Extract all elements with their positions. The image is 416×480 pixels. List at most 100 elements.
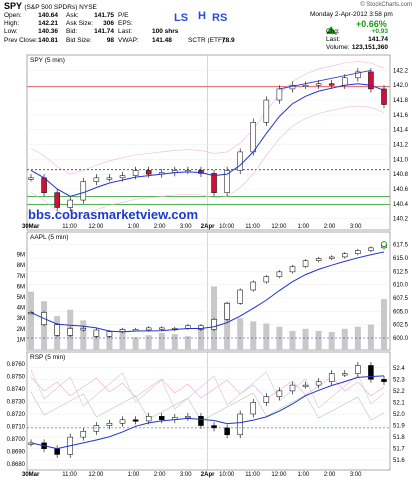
right-stat-label: Chg: bbox=[326, 28, 340, 35]
y-tick-label-right: 612.5 bbox=[393, 269, 409, 275]
x-tick-label: 11:00 bbox=[245, 472, 260, 478]
change-pct: +0.66% bbox=[356, 19, 387, 29]
right-stat-label: Volume: bbox=[326, 44, 350, 52]
candle bbox=[328, 83, 335, 86]
candle bbox=[328, 373, 335, 382]
stat-label: Open: bbox=[4, 12, 22, 19]
volume-bar bbox=[276, 326, 283, 350]
annotation-ls: LS bbox=[174, 12, 189, 24]
candle bbox=[158, 327, 165, 330]
y-tick-label-right: 600.0 bbox=[393, 336, 409, 342]
trendline bbox=[279, 70, 372, 90]
candle bbox=[342, 373, 348, 376]
candle bbox=[132, 419, 139, 422]
y-tick-label-left: 9M bbox=[17, 253, 25, 259]
x-tick-label: 2:00 bbox=[154, 224, 166, 230]
volume-bar bbox=[250, 321, 257, 350]
sctr-value: 78.9 bbox=[222, 36, 235, 44]
watermark: © StockCharts.com bbox=[360, 2, 412, 8]
candle bbox=[276, 271, 283, 277]
stat-value: 140.81 bbox=[38, 36, 58, 44]
x-tick-label: 11:00 bbox=[62, 472, 77, 478]
x-tick-label: 2:00 bbox=[324, 472, 336, 478]
sctr-label: SCTR (ETF): bbox=[188, 36, 226, 44]
candle bbox=[237, 413, 243, 436]
x-tick-label: 1:00 bbox=[298, 472, 310, 478]
candle bbox=[250, 402, 257, 415]
y-tick-label-right: 602.5 bbox=[393, 323, 409, 329]
stat-label: Ask: bbox=[66, 12, 79, 19]
volume-bar bbox=[328, 331, 335, 350]
annotation-rs: RS bbox=[212, 12, 228, 24]
panel-title: SPY (5 min) bbox=[30, 57, 65, 64]
y-tick-label: 140.8 bbox=[393, 172, 409, 178]
candle bbox=[80, 181, 87, 201]
stat-value: 141.75 bbox=[94, 12, 114, 19]
candle bbox=[237, 151, 243, 171]
candle bbox=[315, 381, 322, 386]
x-tick-label: 1:00 bbox=[298, 224, 310, 230]
candle bbox=[198, 416, 204, 426]
url-watermark: bbs.cobrasmarketview.com bbox=[28, 207, 199, 222]
x-tick-label: 12:00 bbox=[271, 224, 287, 230]
y-tick-label-right: 605.0 bbox=[393, 309, 409, 315]
volume-bar bbox=[184, 336, 191, 350]
x-tick-label: 10:00 bbox=[219, 224, 235, 230]
volume-bar bbox=[119, 328, 126, 350]
volume-bar bbox=[132, 337, 139, 350]
y-tick-label-left: 0.8760 bbox=[7, 362, 26, 368]
candle bbox=[93, 177, 100, 182]
volume-bar bbox=[302, 328, 309, 350]
candle bbox=[80, 328, 87, 331]
stat-label: P/E bbox=[118, 12, 129, 19]
y-tick-label: 142.2 bbox=[393, 68, 409, 74]
y-tick-label: 140.6 bbox=[393, 187, 409, 193]
y-tick-label-left: 8M bbox=[17, 263, 25, 269]
candle bbox=[145, 416, 152, 422]
volume-bar bbox=[171, 334, 178, 350]
y-tick-label-right: 52.3 bbox=[393, 377, 405, 383]
stat-label: Last: bbox=[118, 28, 133, 36]
x-tick-label: 1:00 bbox=[128, 224, 140, 230]
x-tick-label: 2Apr bbox=[201, 224, 215, 230]
stat-value: 100 shrs bbox=[152, 28, 179, 36]
ratio-line-gray bbox=[30, 369, 385, 410]
candle bbox=[119, 419, 126, 424]
candle bbox=[276, 88, 283, 101]
candle bbox=[80, 431, 87, 438]
candle bbox=[145, 327, 152, 331]
x-tick-label: 12:00 bbox=[88, 224, 104, 230]
candle bbox=[263, 276, 270, 283]
y-tick-label: 141.4 bbox=[393, 128, 409, 134]
candle bbox=[41, 177, 47, 193]
volume-bar bbox=[263, 323, 270, 350]
x-tick-label: 12:00 bbox=[88, 472, 104, 478]
candle bbox=[224, 427, 230, 436]
moving-average-line bbox=[30, 375, 385, 450]
stat-label: High: bbox=[4, 20, 20, 28]
y-tick-label-left: 2M bbox=[17, 327, 25, 333]
x-tick-label: 12:00 bbox=[271, 472, 287, 478]
candle bbox=[368, 71, 374, 90]
y-tick-label-right: 52.2 bbox=[393, 389, 405, 395]
ratio-line-green bbox=[30, 391, 385, 422]
candle bbox=[342, 253, 348, 258]
y-tick-label: 141.6 bbox=[393, 113, 409, 119]
stat-value: 140.64 bbox=[38, 12, 58, 19]
panel-frame-1 bbox=[26, 231, 391, 351]
candle bbox=[198, 325, 204, 330]
lower-band bbox=[30, 105, 385, 219]
panel-title: AAPL (5 min) bbox=[30, 234, 68, 241]
candle bbox=[381, 379, 387, 382]
stat-label: Bid Size: bbox=[66, 36, 92, 44]
datetime: Monday 2-Apr-2012 3:58 pm bbox=[310, 11, 393, 18]
candle bbox=[355, 365, 361, 374]
stat-label: Bid: bbox=[66, 28, 78, 36]
candle bbox=[28, 177, 34, 180]
candle bbox=[250, 281, 257, 291]
candle bbox=[289, 266, 296, 273]
volume-bar bbox=[341, 328, 348, 350]
candle bbox=[224, 303, 230, 320]
y-tick-label: 141.2 bbox=[393, 143, 409, 149]
candle bbox=[368, 365, 374, 380]
